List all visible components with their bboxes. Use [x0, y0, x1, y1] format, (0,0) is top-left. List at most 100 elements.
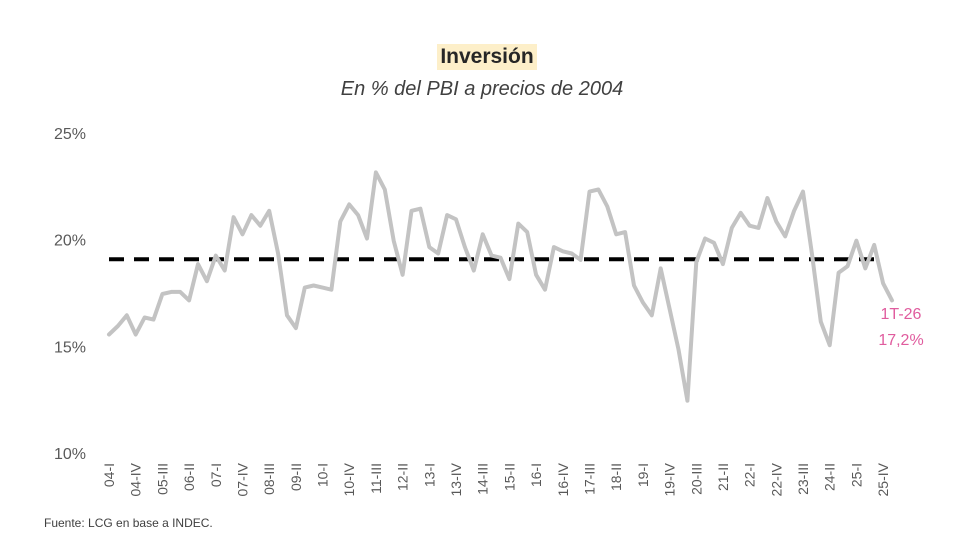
data-point [436, 251, 440, 255]
series-group [107, 170, 894, 403]
data-point [561, 249, 565, 253]
x-axis: 04-I 04-IV 05-III 06-II 07-I 07-IV 08-III 09-II… [101, 462, 891, 496]
data-point [721, 262, 725, 266]
x-tick-label: 21-II [715, 463, 731, 491]
y-axis: 10% 15% 20% 25% [54, 126, 86, 463]
data-point [863, 266, 867, 270]
data-point [712, 241, 716, 245]
data-point [543, 288, 547, 292]
data-point [125, 313, 129, 317]
x-tick-label: 04-IV [128, 462, 144, 496]
x-tick-label: 16-I [528, 463, 544, 487]
data-points [107, 170, 894, 402]
data-point [819, 320, 823, 324]
data-point [507, 277, 511, 281]
data-point [659, 266, 663, 270]
x-tick-label: 11-III [368, 463, 384, 494]
data-point [223, 269, 227, 273]
x-tick-label: 06-II [181, 463, 197, 491]
data-point [525, 230, 529, 234]
data-point [481, 232, 485, 236]
data-point [472, 269, 476, 273]
data-point [614, 232, 618, 236]
data-point [196, 262, 200, 266]
data-point [846, 264, 850, 268]
data-point [587, 190, 591, 194]
x-tick-label: 12-II [395, 463, 411, 491]
data-point [801, 190, 805, 194]
x-tick-label: 19-IV [662, 462, 678, 496]
x-tick-label: 13-IV [448, 462, 464, 496]
data-point [276, 251, 280, 255]
data-point [365, 237, 369, 241]
data-point [418, 207, 422, 211]
data-point [774, 219, 778, 223]
data-point [294, 326, 298, 330]
data-point [881, 281, 885, 285]
data-point [570, 251, 574, 255]
investment-series-line [107, 170, 894, 403]
data-point [623, 230, 627, 234]
x-tick-label: 25-IV [875, 462, 891, 496]
data-point [730, 226, 734, 230]
data-point [214, 254, 218, 258]
x-tick-label: 20-III [688, 463, 704, 495]
x-tick-label: 10-IV [341, 462, 357, 496]
data-point [401, 273, 405, 277]
end-label-value: 17,2% [878, 332, 923, 349]
x-tick-label: 14-III [475, 463, 491, 495]
data-point [463, 245, 467, 249]
data-point [160, 292, 164, 296]
data-point [454, 217, 458, 221]
data-point [285, 313, 289, 317]
data-point [739, 211, 743, 215]
data-point [694, 260, 698, 264]
data-point [321, 286, 325, 290]
data-point [632, 283, 636, 287]
data-point [205, 279, 209, 283]
data-point [499, 256, 503, 260]
data-point [303, 286, 307, 290]
data-point [596, 187, 600, 191]
x-tick-label: 22-IV [768, 462, 784, 496]
x-tick-label: 17-III [581, 463, 597, 495]
x-tick-label: 15-II [501, 463, 517, 491]
data-point [427, 245, 431, 249]
data-point [490, 254, 494, 258]
data-point [329, 288, 333, 292]
title-wrap: Inversión [0, 44, 974, 70]
data-point [383, 187, 387, 191]
data-point [828, 343, 832, 347]
x-tick-label: 05-III [154, 463, 170, 495]
x-tick-label: 19-I [635, 463, 651, 487]
chart-subtitle: En % del PBI a precios de 2004 [340, 78, 624, 100]
data-point [445, 213, 449, 217]
data-point [703, 237, 707, 241]
x-tick-label: 10-I [315, 463, 331, 487]
data-point [854, 239, 858, 243]
data-point [347, 202, 351, 206]
x-tick-label: 13-I [421, 463, 437, 487]
data-point [579, 258, 583, 262]
data-point [792, 209, 796, 213]
data-point [169, 290, 173, 294]
y-tick-label: 15% [54, 339, 86, 356]
data-point [516, 222, 520, 226]
data-point [685, 399, 689, 403]
x-tick-label: 25-I [848, 463, 864, 487]
data-point [249, 213, 253, 217]
data-point [107, 333, 111, 337]
y-tick-label: 10% [54, 446, 86, 463]
data-point [641, 301, 645, 305]
data-point [374, 170, 378, 174]
x-tick-label: 07-IV [234, 462, 250, 496]
data-point [534, 273, 538, 277]
y-tick-label: 20% [54, 233, 86, 250]
x-tick-label: 24-II [822, 463, 838, 491]
data-point [605, 205, 609, 209]
data-point [151, 318, 155, 322]
data-point [810, 251, 814, 255]
data-point [676, 347, 680, 351]
data-point [757, 226, 761, 230]
data-point [650, 313, 654, 317]
